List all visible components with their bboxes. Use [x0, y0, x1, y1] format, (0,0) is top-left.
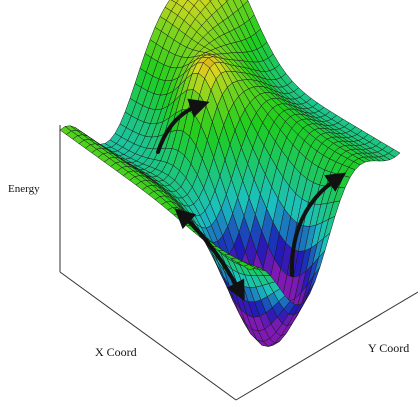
surface-mesh [60, 0, 400, 347]
x-axis-label: X Coord [95, 345, 137, 359]
x-axis [60, 272, 236, 400]
page: Energy X Coord Y Coord (() => { const da… [0, 0, 418, 403]
z-axis-label: Energy [8, 183, 40, 195]
y-axis-label: Y Coord [368, 341, 409, 355]
energy-surface-figure: Energy X Coord Y Coord [0, 0, 418, 403]
